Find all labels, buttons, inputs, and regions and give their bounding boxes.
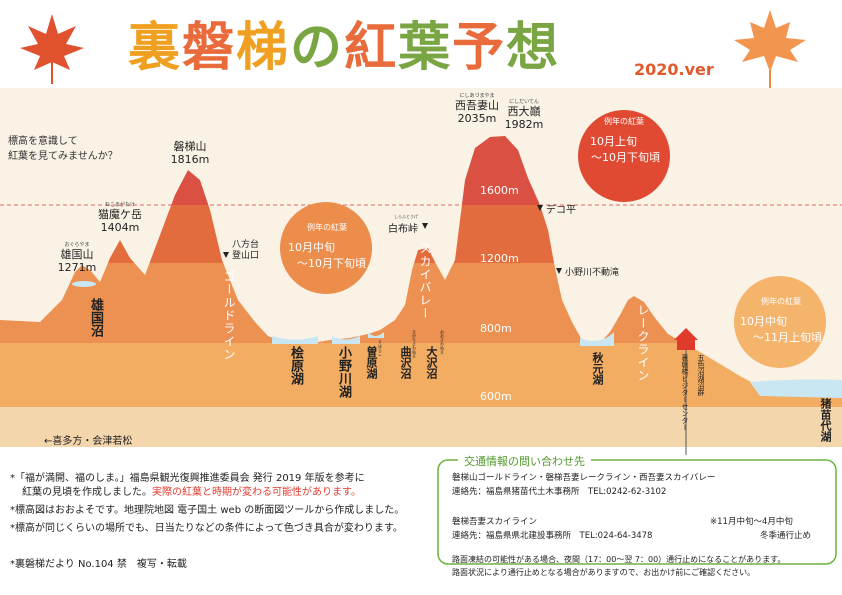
ruby-text: おおさわぬま [440, 330, 445, 354]
elevation-label: 600m [480, 390, 512, 403]
forecast-header: 例年の紅葉 [307, 223, 347, 232]
forecast-line: ～10月下旬頃 [591, 151, 660, 164]
title-char: 紅 [344, 18, 397, 78]
forecast-1: 例年の紅葉 10月上旬 ～10月下旬頃 [588, 116, 660, 165]
intro-text: 標高を意識して 紅葉を見てみませんか？ [8, 134, 118, 164]
peak-elev: 1271m [57, 261, 97, 274]
forecast-2: 例年の紅葉 10月中旬 ～10月下旬頃 [288, 222, 366, 271]
lake-onogawa: 小野川湖 [336, 346, 351, 398]
intro-line: 紅葉を見てみませんか？ [8, 151, 118, 162]
visitor-center: 裏磐梯ビジターセンター [681, 354, 689, 431]
maple-leaf-icon [20, 14, 84, 84]
lake-osawa: 大沢沼 [425, 346, 438, 379]
forecast-line: 10月上旬 [590, 135, 637, 148]
contact-title: 交通情報の問い合わせ先 [458, 453, 591, 469]
peak-elev: 1404m [100, 221, 140, 234]
ruby-text: ねこまがたけ [104, 202, 135, 208]
elevation-label: 1200m [480, 252, 519, 265]
contact-row: 冬季通行止め [760, 531, 812, 541]
note-line: 紅葉の見頃を作成しました。 [22, 487, 152, 498]
point-deko: デコ平 [546, 205, 576, 216]
ruby-text: おぐらやま [64, 242, 90, 248]
peak-nishidaiten: にしだいてん 西大巓 1982m [502, 99, 546, 131]
peak-elev: 1816m [170, 153, 210, 166]
note-line: *「福が満開、福のしま。」福島県観光復興推進委員会 発行 2019 年版を参考に [10, 473, 365, 484]
point-onogawa-falls: 小野川不動滝 [565, 268, 620, 278]
road-lake-line: レークライン [636, 304, 650, 382]
note-line: *裏磐梯だより No.104 禁 複写・転載 [10, 559, 187, 570]
peak-name: 西大巓 [507, 105, 541, 118]
lake-hibara: 桧原湖 [288, 346, 303, 385]
title-char: 葉 [398, 18, 451, 78]
point-shirafu: 白布峠 [388, 224, 418, 235]
title-char: 予 [452, 18, 505, 78]
note-line: *標高が同じくらいの場所でも、日当たりなどの条件によって色づき具合が変わります。 [10, 523, 403, 534]
lake-oguni: 雄国沼 [88, 298, 103, 337]
peak-name: 猫魔ケ岳 [98, 208, 142, 221]
peak-name: 西吾妻山 [455, 99, 499, 112]
version-label: 2020.ver [634, 60, 714, 79]
forecast-line: ～10月下旬頃 [297, 257, 366, 270]
title-char: 磐 [182, 18, 235, 78]
lake-inawashiro: 猪苗代湖 [819, 398, 832, 442]
ruby-text: にしだいてん [509, 99, 539, 105]
forecast-header: 例年の紅葉 [604, 117, 644, 126]
note-warning: 実際の紅葉と時期が変わる可能性があります。 [152, 487, 361, 498]
access-arrow: ←喜多方・会津若松 [44, 436, 133, 447]
ruby-text: にしあづまやま [459, 93, 495, 99]
page-title: 裏 磐 梯 の 紅 葉 予 想 [128, 22, 558, 74]
lake-sohara: 曽原湖 [365, 346, 378, 379]
title-char: 想 [506, 18, 559, 78]
ruby-text: しらふとうげ [394, 214, 418, 219]
peak-name: 雄国山 [60, 248, 94, 261]
title-char: 裏 [128, 18, 181, 78]
peak-ogura: おぐらやま 雄国山 1271m [52, 242, 102, 274]
contact-row: 連絡先：福島県猪苗代土木事務所 TEL:0242-62-3102 [452, 487, 667, 497]
ruby-text: まがりさわぬま [412, 330, 417, 358]
elevation-label: 1600m [480, 184, 519, 197]
peak-bandai: 磐梯山 1816m [168, 140, 212, 166]
forecast-3: 例年の紅葉 10月中旬 ～11月上旬頃 [740, 296, 822, 345]
peak-name: 磐梯山 [173, 140, 207, 153]
note-line: *標高図はおおよそです。地理院地図 電子国土 web の断面図ツールから作成しま… [10, 505, 405, 516]
forecast-circle [280, 202, 372, 294]
peak-elev: 2035m [457, 112, 497, 125]
contact-row: 路面凍結の可能性がある場合、夜間（17：00～翌 7：00）通行止めになることが… [452, 555, 786, 564]
lake-akimoto: 秋元湖 [591, 352, 604, 385]
contact-row: 連絡先：福島県県北建設事務所 TEL:024-64-3478 [452, 531, 653, 541]
road-gold-line: ゴールドライン [222, 270, 236, 361]
forecast-header: 例年の紅葉 [761, 297, 801, 306]
title-char: の [290, 18, 343, 78]
lake-magari: 曲沢沼 [399, 346, 412, 379]
peak-nekoma: ねこまがたけ 猫魔ケ岳 1404m [96, 202, 144, 234]
contact-warning: 路面状況により通行止めとなる場合がありますので、お出かけ前にご確認ください。 [452, 568, 756, 577]
forecast-circle [734, 276, 826, 368]
point-line: 登山口 [232, 251, 260, 261]
notes: *「福が満開、福のしま。」福島県観光復興推進委員会 発行 2019 年版を参考に… [10, 472, 404, 572]
point-happodai: 八方台 登山口 [232, 240, 259, 262]
contact-row: 磐梯山ゴールドライン・磐梯吾妻レークライン・西吾妻スカイバレー [452, 473, 716, 483]
title-char: 梯 [236, 18, 289, 78]
contact-row: 磐梯吾妻スカイライン [452, 517, 538, 527]
point-line: 八方台 [232, 240, 260, 250]
elevation-label: 800m [480, 322, 512, 335]
contact-row: ※11月中旬～4月中旬 [710, 517, 793, 527]
ruby-text: そはらこ [378, 340, 383, 356]
peak-nishiazuma: にしあづまやま 西吾妻山 2035m [452, 93, 502, 125]
goshiki-numa: 五色沼湖沼群 [697, 354, 705, 396]
intro-line: 標高を意識して [8, 136, 78, 147]
maple-leaf-icon [734, 10, 806, 88]
forecast-line: 10月中旬 [288, 241, 335, 254]
forecast-line: ～11月上旬頃 [753, 331, 822, 344]
road-sky-valley: スカイバレー [418, 242, 432, 320]
forecast-circle [578, 110, 670, 202]
peak-elev: 1982m [504, 118, 544, 131]
forecast-line: 10月中旬 [740, 315, 787, 328]
